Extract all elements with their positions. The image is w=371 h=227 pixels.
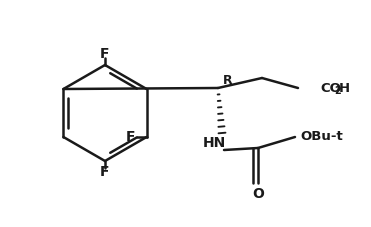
Text: F: F: [126, 130, 135, 144]
Text: H: H: [339, 81, 350, 94]
Text: F: F: [100, 165, 110, 179]
Text: CO: CO: [320, 81, 341, 94]
Text: R: R: [223, 74, 233, 86]
Text: O: O: [252, 187, 264, 201]
Text: HN: HN: [202, 136, 226, 150]
Text: OBu-t: OBu-t: [301, 131, 344, 143]
Text: 2: 2: [334, 86, 341, 96]
Text: F: F: [100, 47, 110, 61]
